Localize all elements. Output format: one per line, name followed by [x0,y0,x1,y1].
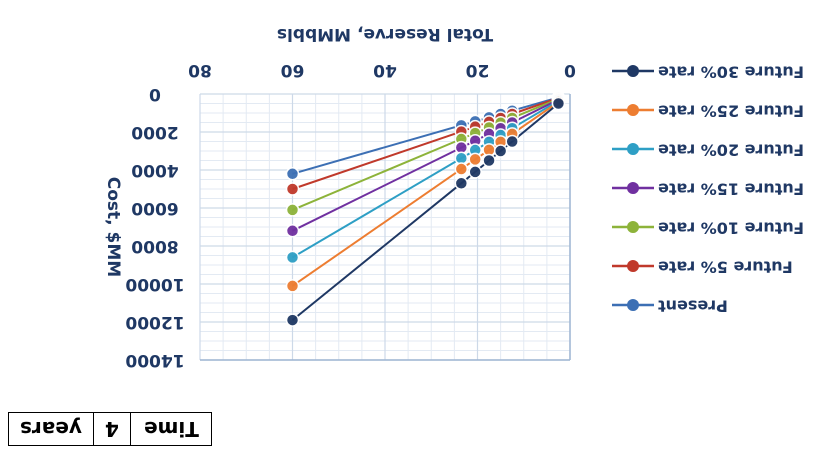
legend-label: Present [658,297,728,316]
legend-label: Future 15% rate [658,180,804,199]
data-point [493,144,508,158]
y-tick-label: 10000 [125,274,184,294]
y-axis-title: Cost, $MM [103,177,123,277]
x-tick-label: 0 [564,60,576,80]
data-point [505,134,519,149]
x-tick-label: 80 [188,60,212,80]
legend-label: Future 30% rate [658,63,804,82]
y-tick-label: 8000 [131,236,178,256]
legend-label: Future 5% rate [658,258,793,277]
legend: Future 30% rate Future 25% rate Future 20%… [612,63,804,316]
x-tick-label: 20 [466,60,490,80]
data-point [285,203,300,217]
legend-marker [627,260,639,272]
y-tick-label: 12000 [125,312,184,332]
legend-label: Future 20% rate [658,141,804,160]
data-point [285,224,300,238]
x-axis-title: Total Reserve, MMbbls [277,24,493,44]
time-label-cell: Time [130,412,212,446]
data-point [285,182,300,196]
x-tick-label: 40 [373,60,397,80]
time-label: Time [143,417,199,441]
y-tick-label: 0 [149,84,161,104]
legend-marker [627,221,639,233]
time-unit: years [20,417,82,441]
y-tick-label: 6000 [131,198,178,218]
legend-marker [627,182,639,194]
data-point [482,153,496,168]
legend-marker [627,104,639,116]
time-value: 4 [105,417,119,441]
data-point [468,152,482,167]
legend-marker [627,299,639,311]
y-tick-label: 14000 [125,350,184,370]
data-point [285,250,300,265]
plot-area: 0 20 40 60 80 0 2000 4000 6000 8000 10000 12000 1400… [103,24,576,370]
time-value-cell: 4 [93,412,131,446]
time-unit-cell: years [8,412,94,446]
legend-label: Future 25% rate [658,102,804,121]
data-point [454,176,469,191]
legend-marker [627,65,639,77]
x-tick-label: 60 [281,60,305,80]
data-point [285,279,300,293]
data-point [285,313,300,327]
data-point [285,167,300,181]
data-point [454,162,469,176]
data-point [468,165,482,179]
data-point [551,96,566,111]
time-table: years 4 Time [8,412,212,446]
legend-marker [627,143,639,155]
y-tick-label: 4000 [131,160,178,180]
y-tick-label: 2000 [131,122,178,142]
legend-label: Future 10% rate [658,219,804,238]
